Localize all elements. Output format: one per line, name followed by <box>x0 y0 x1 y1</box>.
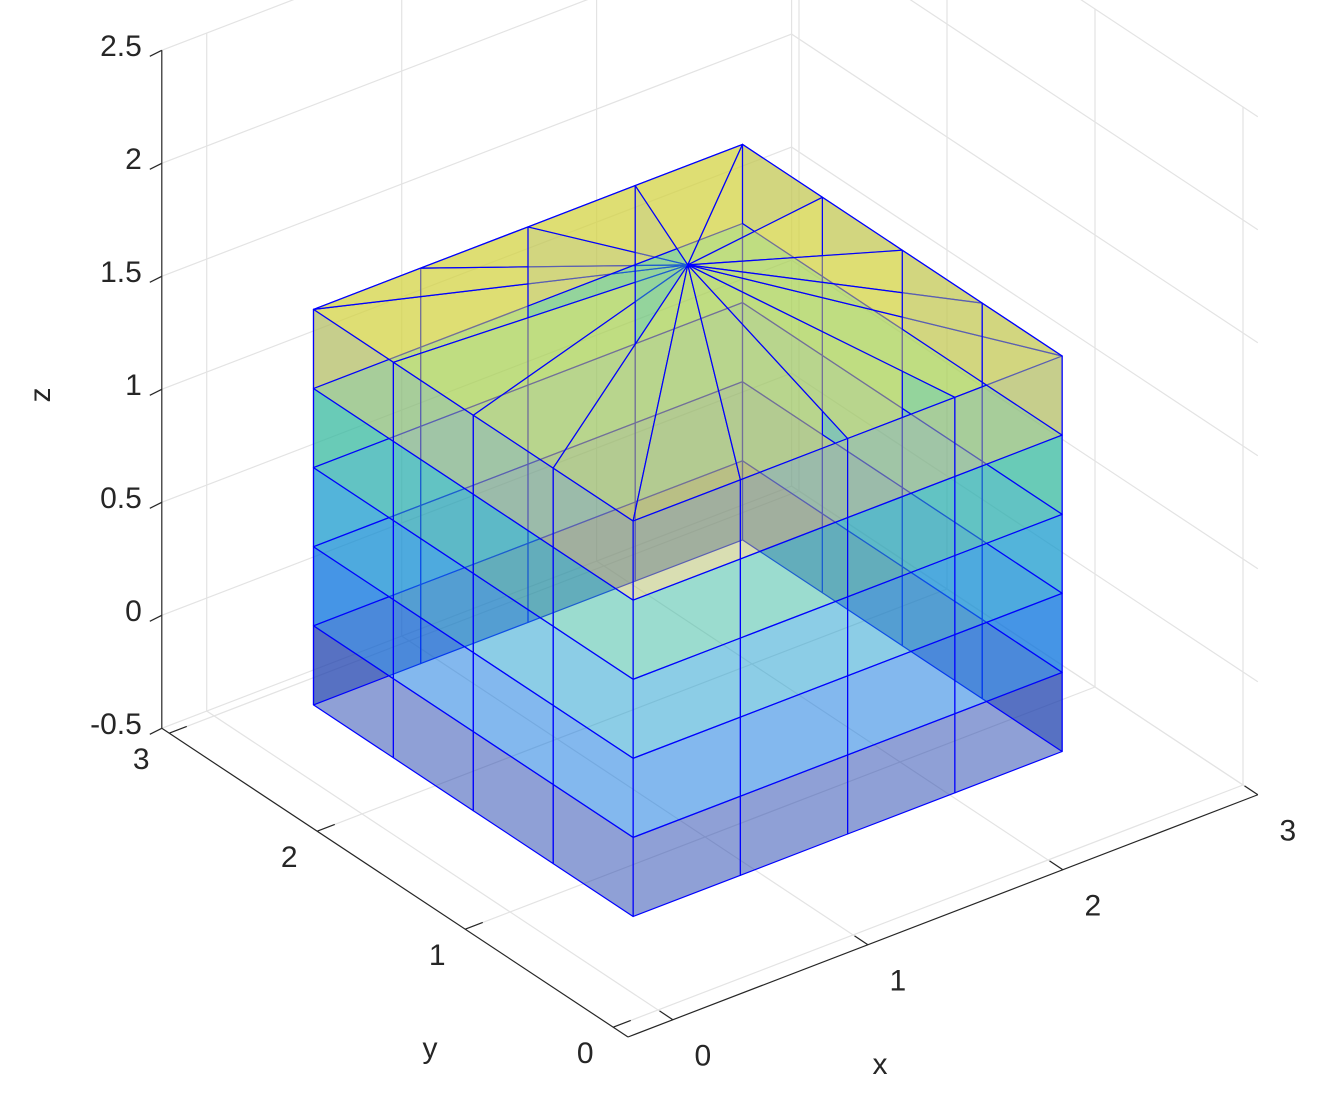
x-axis-label: x <box>873 1048 888 1081</box>
y-tick <box>464 921 483 930</box>
axis-line <box>161 727 629 1038</box>
z-tick-label: 2.5 <box>100 30 142 63</box>
y-tick <box>168 725 187 734</box>
z-tick <box>149 162 163 170</box>
y-tick-label: 3 <box>133 743 150 776</box>
y-tick-label: 1 <box>429 939 446 972</box>
z-tick-label: 0.5 <box>100 482 142 515</box>
z-tick-label: 1 <box>125 369 142 402</box>
z-tick <box>149 49 163 57</box>
grid-line <box>161 33 1259 344</box>
axis-line <box>627 794 1259 1038</box>
z-tick <box>149 388 163 396</box>
x-tick <box>854 935 869 946</box>
x-tick <box>659 1010 674 1021</box>
z-tick <box>149 614 163 622</box>
z-tick-label: 1.5 <box>100 256 142 289</box>
x-tick-label: 3 <box>1280 815 1297 848</box>
grid-line <box>161 0 1259 231</box>
x-tick <box>1049 860 1064 871</box>
y-tick-label: 2 <box>281 841 298 874</box>
z-tick <box>149 727 163 735</box>
z-tick-label: 2 <box>125 143 142 176</box>
z-tick-label: -0.5 <box>90 708 142 741</box>
x-tick-label: 0 <box>695 1040 712 1073</box>
x-tick <box>1244 785 1259 796</box>
surface <box>312 143 1063 918</box>
y-tick-label: 0 <box>577 1037 594 1070</box>
z-tick <box>149 275 163 283</box>
y-tick <box>316 823 335 832</box>
x-tick-label: 2 <box>1085 890 1102 923</box>
grid-line <box>161 0 1259 118</box>
y-tick <box>612 1019 631 1028</box>
x-tick-label: 1 <box>890 965 907 998</box>
z-tick-label: 0 <box>125 595 142 628</box>
z-axis-label: z <box>24 388 57 403</box>
z-tick <box>149 501 163 509</box>
surface-face <box>981 302 1063 436</box>
y-axis-label: y <box>423 1032 438 1065</box>
